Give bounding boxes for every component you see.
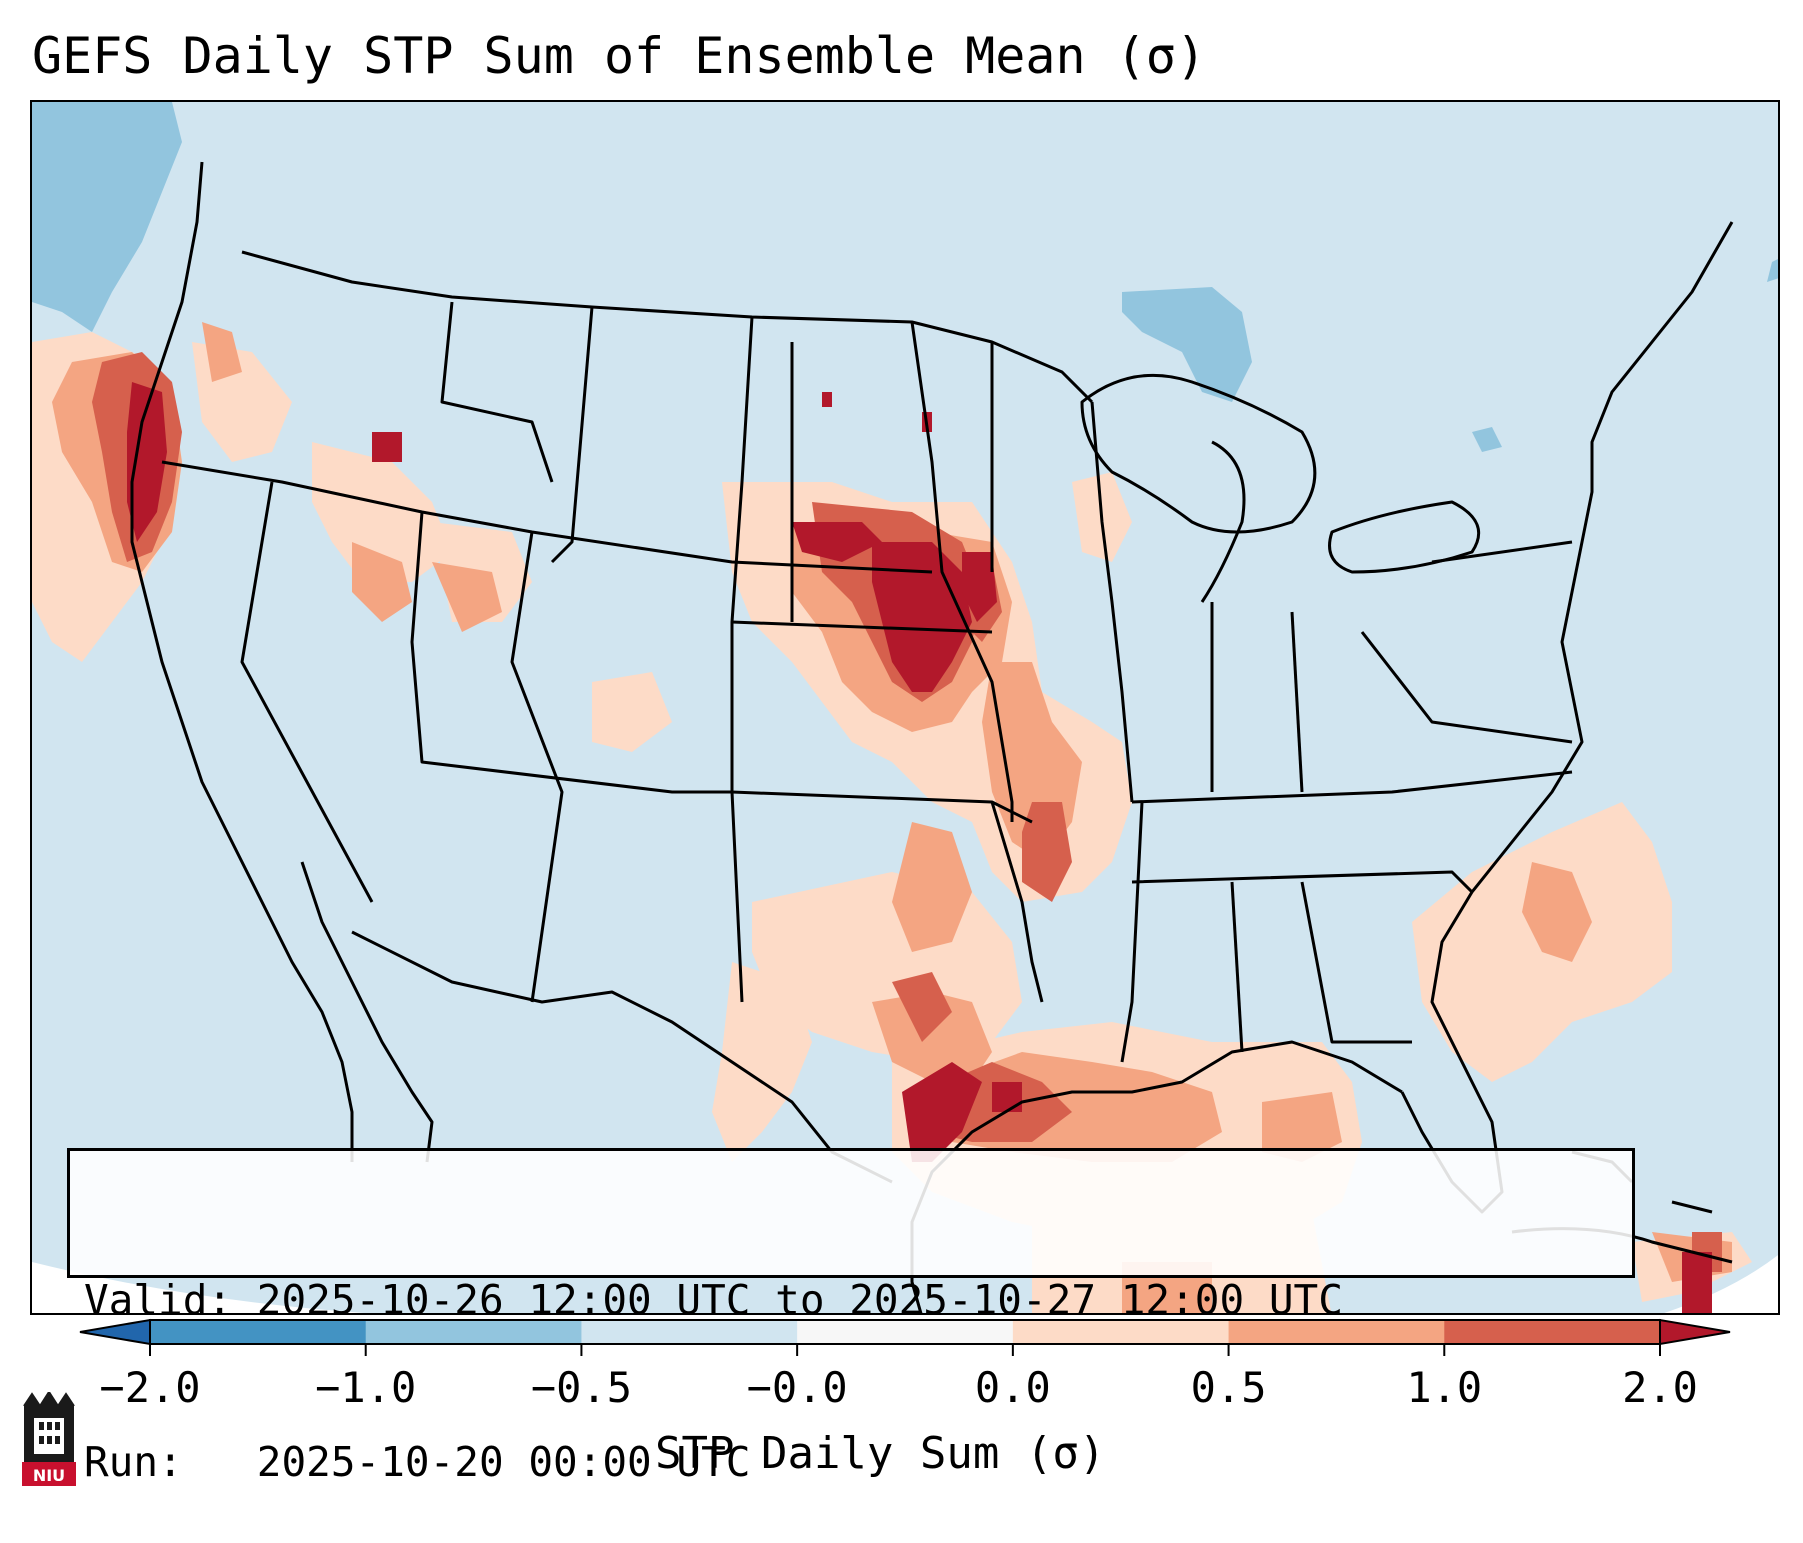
colorbar-under-triangle bbox=[79, 1318, 151, 1346]
map-panel bbox=[30, 100, 1780, 1315]
colorbar-tick-label: 2.0 bbox=[1622, 1363, 1698, 1412]
colorbar-bin bbox=[797, 1320, 1014, 1344]
map-outlines bbox=[130, 161, 1734, 1313]
colorbar-bin bbox=[1444, 1320, 1661, 1344]
colorbar-tick-label: −1.0 bbox=[315, 1363, 416, 1412]
colorbar-bin bbox=[365, 1320, 582, 1344]
colorbar-tick-label: −0.0 bbox=[747, 1363, 848, 1412]
colorbar-label: STP Daily Sum (σ) bbox=[655, 1428, 1106, 1479]
colorbar-bin bbox=[150, 1320, 367, 1344]
niu-logo-icon: NIU bbox=[22, 1390, 76, 1486]
colorbar-tick-label: 0.0 bbox=[975, 1363, 1051, 1412]
negative-anomaly-cells bbox=[32, 102, 1778, 452]
map-canvas bbox=[32, 102, 1778, 1313]
run-time-line: Run: 2025-10-20 00:00 UTC bbox=[84, 1438, 751, 1486]
colorbar-tick-label: −0.5 bbox=[531, 1363, 632, 1412]
baja-peninsula bbox=[300, 861, 434, 1163]
colorbar-bin bbox=[581, 1320, 798, 1344]
colorbar-over-triangle bbox=[1659, 1318, 1731, 1346]
valid-time-line: Valid: 2025-10-26 12:00 UTC to 2025-10-2… bbox=[84, 1276, 1343, 1324]
projection-edge-left bbox=[32, 1262, 365, 1313]
colorbar-bins bbox=[79, 1318, 1731, 1346]
colorbar-tick-label: 1.0 bbox=[1406, 1363, 1482, 1412]
map-title: GEFS Daily STP Sum of Ensemble Mean (σ) bbox=[32, 27, 1206, 85]
projection-edge-right bbox=[1664, 1255, 1778, 1313]
colorbar: −2.0 −1.0 −0.5 −0.0 0.0 0.5 1.0 2.0 bbox=[79, 1318, 1731, 1412]
us-mexico-border bbox=[351, 930, 893, 1184]
colorbar-tick-label: −2.0 bbox=[99, 1363, 200, 1412]
colorbar-bin bbox=[1012, 1320, 1230, 1344]
great-lakes bbox=[1080, 373, 1317, 534]
colorbar-ticks: −2.0 −1.0 −0.5 −0.0 0.0 0.5 1.0 2.0 bbox=[99, 1344, 1698, 1412]
colorbar-tick-label: 0.5 bbox=[1191, 1363, 1267, 1412]
logo-text: NIU bbox=[33, 1466, 65, 1485]
colorbar-outline bbox=[149, 1319, 1661, 1345]
valid-run-info-box: Valid: 2025-10-26 12:00 UTC to 2025-10-2… bbox=[67, 1148, 1635, 1486]
pacific-coastline bbox=[130, 161, 354, 1162]
colorbar-bin bbox=[1228, 1320, 1445, 1344]
niu-logo: NIU bbox=[20, 1390, 78, 1488]
